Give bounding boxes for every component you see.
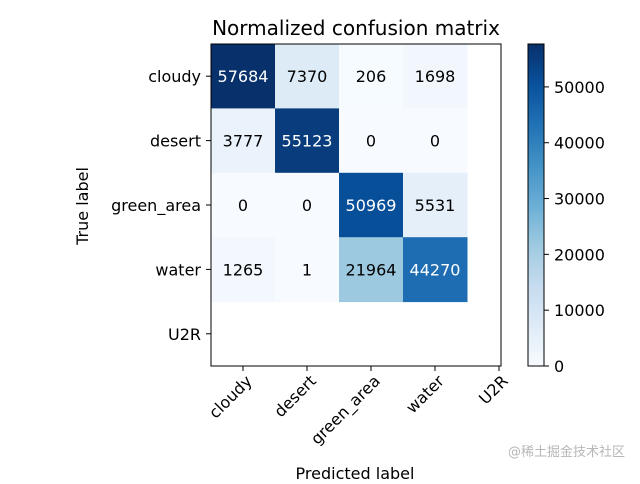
y-tick-label: water (155, 260, 201, 279)
heatmap-cell (339, 44, 404, 109)
watermark: @稀土掘金技术社区 (507, 445, 625, 460)
colorbar-tick-label: 0 (554, 357, 564, 376)
cell-value-label: 1265 (223, 260, 264, 279)
colorbar-tick-label: 50000 (554, 78, 605, 97)
heatmap-cell (211, 44, 276, 109)
heatmap-cell (339, 172, 404, 238)
colorbar-tick-label: 30000 (554, 190, 605, 209)
heatmap-cell (275, 172, 340, 238)
cell-value-label: 55123 (282, 132, 333, 151)
heatmap-cell (403, 237, 468, 303)
heatmap-cell (211, 108, 276, 174)
cell-value-label: 0 (238, 196, 248, 215)
heatmap-cell (339, 108, 404, 174)
heatmap-cell (403, 108, 468, 174)
colorbar-tick-label: 40000 (554, 134, 605, 153)
heatmap-cell (403, 44, 468, 109)
x-axis-label: Predicted label (296, 464, 415, 480)
heatmap-cell (211, 172, 276, 238)
colorbar-tick-label: 20000 (554, 245, 605, 264)
chart-title: Normalized confusion matrix (212, 16, 500, 40)
heatmap-cell (211, 237, 276, 303)
heatmap-cell (275, 44, 340, 109)
x-tick-label: green_area (307, 371, 385, 449)
heatmap-cell (275, 108, 340, 174)
cell-value-label: 1698 (415, 67, 456, 86)
cell-value-label: 21964 (346, 260, 397, 279)
cell-value-label: 1 (302, 260, 312, 279)
colorbar-tick-label: 10000 (554, 301, 605, 320)
cell-value-label: 5531 (415, 196, 456, 215)
cell-value-label: 0 (366, 132, 376, 151)
cell-value-label: 0 (302, 196, 312, 215)
colorbar-ticks: 0 10000 20000 30000 40000 50000 (544, 78, 605, 376)
cell-value-label: 206 (356, 67, 387, 86)
x-tick-label: U2R (475, 371, 512, 408)
cell-value-label: 57684 (218, 67, 269, 86)
colorbar (527, 43, 545, 367)
cell-value-label: 7370 (287, 67, 328, 86)
y-tick-label: U2R (168, 325, 201, 344)
cell-value-label: 3777 (223, 132, 264, 151)
x-tick-label: water (402, 371, 448, 417)
y-tick-label: desert (150, 132, 201, 151)
cell-value-label: 50969 (346, 196, 397, 215)
y-tick-label: green_area (111, 196, 201, 216)
heatmap-cell (275, 237, 340, 303)
y-tick-label: cloudy (148, 67, 201, 86)
y-axis-label: True label (73, 167, 92, 246)
cell-value-label: 0 (430, 132, 440, 151)
heatmap-cell (339, 237, 404, 303)
x-tick-label: desert (270, 371, 320, 421)
cell-value-label: 44270 (410, 260, 461, 279)
heatmap-cell (403, 172, 468, 238)
x-tick-label: cloudy (205, 371, 256, 422)
